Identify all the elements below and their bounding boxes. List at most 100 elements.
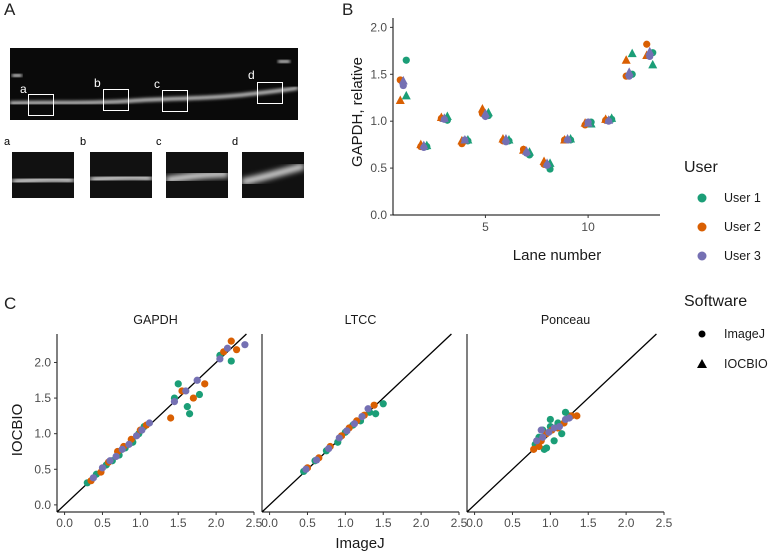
- panel-c-y-tick-label: 1.0: [34, 427, 51, 441]
- panel-c-point-user-2: [227, 337, 235, 345]
- panel-c-x-tick-label: 0.5: [299, 516, 316, 530]
- panel-c-point-user-2: [232, 346, 241, 354]
- panel-b-x-axis-label: Lane number: [513, 247, 601, 264]
- panel-b-point-user-3-iocbio: [419, 140, 429, 150]
- panel-c-x-tick-label: 1.0: [337, 516, 354, 530]
- panel-letter-b: B: [342, 0, 354, 19]
- panel-c-x-axis-label: ImageJ: [335, 535, 384, 552]
- panel-b-point-user-3-iocbio: [460, 134, 470, 144]
- panel-b-y-tick-label: 1.5: [370, 67, 387, 81]
- panel-c-point-user-1: [546, 415, 554, 424]
- panel-c-point-user-3: [325, 445, 333, 453]
- thumb-label-d: d: [232, 136, 239, 148]
- panel-c-point-user-3: [358, 412, 366, 421]
- panel-b-y-tick-label: 1.0: [370, 114, 387, 128]
- thumb-label-a: a: [4, 136, 11, 148]
- panel-c-x-tick-label: 2.5: [656, 516, 673, 530]
- panel-c-point-user-2: [189, 394, 197, 402]
- panel-c-point-user-3: [555, 422, 564, 431]
- panel-c-point-user-3: [138, 426, 146, 434]
- panel-b-point-user-1-imagej: [402, 56, 410, 64]
- panel-c-point-user-3: [112, 452, 120, 461]
- thumb-label-b: b: [80, 136, 87, 148]
- panel-c-x-tick-label: 2.0: [618, 516, 635, 530]
- panel-c-point-user-1: [185, 410, 194, 418]
- panel-c-point-user-3: [343, 427, 351, 435]
- panel-c-x-tick-label: 1.5: [170, 516, 187, 530]
- panel-c-point-user-1: [227, 357, 235, 365]
- panel-c-point-user-3: [545, 428, 553, 436]
- panel-c-point-user-3: [533, 437, 541, 445]
- panel-c-facet-ponceau: Ponceau 0.0 0.5 1.0 1.5 2.0 2.5: [466, 313, 672, 530]
- blot-label-b: b: [94, 76, 101, 90]
- panel-c-point-user-3: [350, 420, 359, 428]
- panel-c-facet-ltcc: LTCC 0.0 0.5 1.0 1.5 2.0 2.5: [261, 313, 467, 530]
- thumb-a: [12, 152, 74, 198]
- legend-user-2-label: User 2: [724, 220, 761, 234]
- panel-c-x-tick-label: 0.0: [261, 516, 278, 530]
- panel-c-point-user-3: [312, 456, 321, 464]
- panel-c-point-user-3: [193, 376, 201, 384]
- panel-b-y-tick-label: 0.5: [370, 161, 387, 175]
- panel-b-point-user-1-iocbio: [648, 59, 658, 69]
- blot-marker-left: [12, 74, 22, 77]
- blot-label-a: a: [20, 82, 27, 96]
- blot-box-b: [103, 89, 129, 111]
- panel-c-point-user-1: [379, 400, 387, 408]
- panel-c-x-tick-label: 2.5: [451, 516, 468, 530]
- panel-c-y-tick-label: 0.5: [34, 462, 51, 476]
- panel-c-point-user-1: [174, 380, 182, 388]
- panel-c-point-user-1: [183, 403, 191, 411]
- panel-c-facet-title: GAPDH: [133, 313, 177, 327]
- thumb-label-c: c: [156, 136, 162, 148]
- panel-c-point-user-3: [170, 398, 179, 406]
- panel-c-x-tick-label: 2.0: [413, 516, 430, 530]
- panel-b-point-user-3-iocbio: [542, 158, 552, 167]
- panel-c-point-user-3: [335, 434, 343, 442]
- panel-c-point-user-3: [539, 433, 547, 441]
- western-blot-image: [10, 48, 298, 120]
- panel-b-point-user-3-iocbio: [522, 146, 531, 155]
- panel-b-point-user-3-iocbio: [501, 134, 511, 143]
- panel-c-point-user-3: [565, 414, 573, 422]
- blot-box-c: [162, 90, 188, 112]
- blot-band-svg: [10, 60, 298, 105]
- panel-c-x-tick-label: 1.0: [542, 516, 559, 530]
- panel-b-x-tick-label: 10: [581, 220, 595, 234]
- panel-b-point-user-2-iocbio: [395, 95, 405, 105]
- blot-label-d: d: [248, 68, 255, 82]
- blot-box-a: [28, 94, 54, 116]
- thumb-d: [242, 152, 304, 198]
- panel-c-point-user-3: [223, 344, 232, 352]
- legend-user-1-label: User 1: [724, 191, 761, 205]
- legend-user-3-swatch: [697, 251, 707, 261]
- panel-b-point-user-3-iocbio: [645, 46, 655, 56]
- panel-c-point-user-3: [241, 341, 249, 349]
- panel-c-x-tick-label: 0.0: [56, 516, 73, 530]
- panel-c-point-user-3: [364, 405, 372, 413]
- panel-c-point-user-3: [182, 387, 190, 395]
- panel-c-point-user-2: [573, 412, 581, 420]
- panel-c-point-user-2: [167, 414, 175, 422]
- panel-letter-a: A: [4, 0, 16, 19]
- panel-b-axes: 0.0 0.5 1.0 1.5 2.0 5 10: [370, 18, 660, 234]
- panel-c-point-user-1: [540, 445, 548, 453]
- panel-c-point-user-1: [550, 437, 558, 445]
- panel-letter-c: C: [4, 294, 17, 313]
- panel-c-point-user-3: [98, 464, 107, 472]
- panel-b-y-tick-label: 0.0: [370, 208, 387, 222]
- blot-box-d: [257, 82, 283, 104]
- panel-c-point-user-3: [216, 355, 224, 363]
- panel-c-y-tick-label: 0.0: [34, 498, 51, 512]
- panel-c-x-tick-label: 0.5: [94, 516, 111, 530]
- panel-c-point-user-2: [535, 442, 543, 451]
- panel-c-point-user-2: [370, 401, 378, 409]
- panel-b-y-axis-label: GAPDH, relative: [349, 57, 366, 167]
- legend-user-1-swatch: [697, 193, 707, 203]
- panel-c-x-tick-label: 1.5: [375, 516, 392, 530]
- panel-b-point-user-3-iocbio: [480, 108, 490, 118]
- panel-c-point-user-3: [118, 445, 126, 453]
- panel-b-point-user-3-iocbio: [398, 75, 408, 85]
